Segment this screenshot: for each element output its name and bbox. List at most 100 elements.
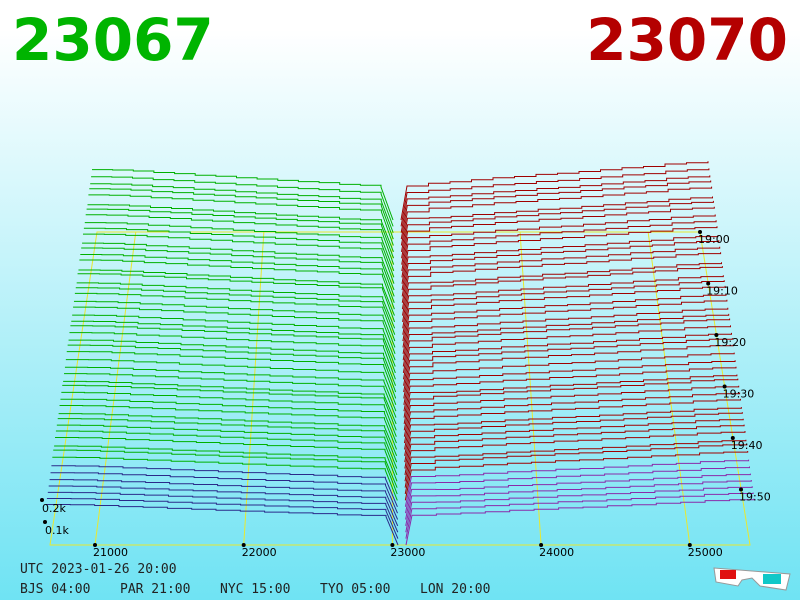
zone-clock: BJS 04:00 <box>20 582 90 597</box>
ask-depth-line <box>403 360 736 412</box>
labels: 21000 22000 23000 24000 25000 0.2k 0.1k 19:00 19… <box>20 230 771 597</box>
bid-depth-line <box>92 169 394 221</box>
depth-lines <box>46 161 755 546</box>
price-label: 21000 <box>93 546 128 559</box>
ask-depth-line <box>405 466 750 514</box>
ask-depth-line <box>404 443 748 495</box>
time-label: 19:00 <box>698 233 730 246</box>
bid-depth-line <box>46 504 399 546</box>
bid-depth-line <box>82 242 395 291</box>
ask-depth-line <box>404 407 742 456</box>
ask-depth-line <box>404 439 747 488</box>
ask-depth-line <box>402 299 728 354</box>
bid-depth-line <box>77 273 396 323</box>
ask-depth-line <box>404 431 746 482</box>
glasses-icon <box>713 567 791 591</box>
bid-depth-line <box>74 292 396 342</box>
bid-depth-line <box>57 418 398 463</box>
bid-depth-line <box>75 287 396 335</box>
ask-depth-line <box>404 424 745 475</box>
bid-depth-line <box>59 405 397 450</box>
bid-depth-line <box>68 339 397 386</box>
ask-depth-line <box>401 246 721 303</box>
depth-tick <box>43 520 47 524</box>
red-lens <box>720 570 736 579</box>
time-label: 19:40 <box>731 439 763 452</box>
ask-depth-line <box>405 492 754 539</box>
bid-depth-line <box>64 373 397 418</box>
ask-depth-line <box>401 262 722 316</box>
ask-depth-line <box>403 392 741 444</box>
ask-depth-line <box>403 366 737 418</box>
ask-depth-line <box>403 352 735 405</box>
price-label: 25000 <box>688 546 723 559</box>
bid-depth-line <box>63 380 397 425</box>
bid-depth-line <box>88 194 394 246</box>
price-label: 22000 <box>242 546 277 559</box>
ask-depth-line <box>402 313 730 367</box>
time-label: 19:10 <box>706 285 738 298</box>
bid-depth-line <box>81 247 395 297</box>
bid-depth-line <box>78 269 395 316</box>
ask-depth-line <box>404 412 743 463</box>
time-tick <box>698 230 702 234</box>
bid-depth-line <box>73 306 396 355</box>
bid-depth-line <box>76 282 396 329</box>
bid-depth-line <box>71 320 396 367</box>
ask-depth-line <box>403 338 733 393</box>
ask-depth-line <box>400 196 713 252</box>
ask-depth-line <box>402 307 729 361</box>
ask-depth-line <box>401 226 718 284</box>
bid-depth-line <box>49 479 399 520</box>
ask-depth-line <box>401 214 716 272</box>
time-tick <box>714 333 719 337</box>
bid-depth-line <box>67 344 397 393</box>
time-tick <box>722 384 727 389</box>
bid-depth-line <box>65 359 397 405</box>
time-label: 19:20 <box>714 336 746 349</box>
time-label: 19:50 <box>739 491 771 504</box>
zone-clock: LON 20:00 <box>420 582 490 597</box>
bid-depth-line <box>82 233 395 284</box>
ask-depth-line <box>405 480 752 526</box>
ask-depth-line <box>402 280 725 335</box>
price-label: 24000 <box>539 546 574 559</box>
bid-depth-line <box>58 413 398 456</box>
bid-depth-line <box>47 491 399 533</box>
zone-clock: PAR 21:00 <box>120 582 190 597</box>
depth-label: 0.2k <box>42 502 66 515</box>
bid-depth-line <box>51 465 398 507</box>
ask-depth-line <box>401 252 722 310</box>
ask-depth-line <box>402 325 731 380</box>
bid-depth-line <box>64 366 397 412</box>
ask-depth-line <box>403 344 734 399</box>
ask-depth-line <box>402 293 727 348</box>
bid-depth-line <box>73 300 396 348</box>
price-tick <box>539 543 544 547</box>
bid-depth-line <box>53 449 398 495</box>
ask-depth-line <box>403 378 739 431</box>
bid-depth-line <box>80 254 395 304</box>
price-tick <box>93 543 97 547</box>
bid-depth-line <box>48 485 399 527</box>
bid-depth-line <box>46 497 399 539</box>
ask-depth-line <box>405 486 753 533</box>
bid-depth-line <box>72 314 396 361</box>
bid-depth-line <box>56 424 398 469</box>
bid-price: 23067 <box>12 6 214 74</box>
ask-depth-line <box>402 285 726 342</box>
bid-depth-line <box>52 456 398 501</box>
bid-depth-line <box>62 384 397 431</box>
bid-depth-line <box>86 208 395 259</box>
price-tick <box>241 543 246 547</box>
zone-clock: TYO 05:00 <box>320 582 390 597</box>
depth-tick <box>40 498 44 502</box>
utc-clock: UTC 2023-01-26 20:00 <box>20 562 177 577</box>
ask-depth-line <box>400 161 709 221</box>
ask-depth-line <box>404 459 750 507</box>
price-tick <box>390 543 395 547</box>
ask-depth-line <box>401 200 714 259</box>
